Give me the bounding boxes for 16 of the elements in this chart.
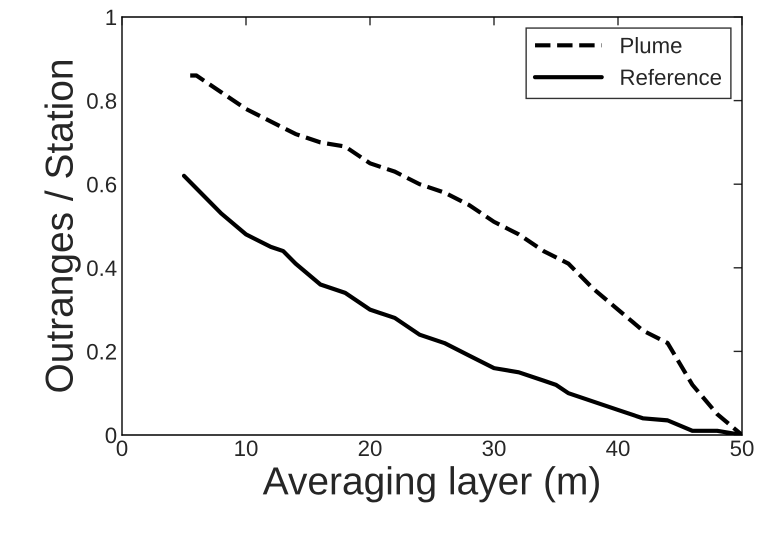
y-axis-title: Outranges / Station bbox=[44, 60, 81, 392]
y-tick-label: 1 bbox=[106, 10, 116, 26]
y-tick-label: 0.8 bbox=[87, 93, 116, 109]
x-tick-label: 50 bbox=[730, 440, 754, 456]
x-tick-label: 30 bbox=[482, 440, 506, 456]
y-tick-label: 0.6 bbox=[87, 176, 116, 192]
x-axis-title: Averaging layer (m) bbox=[262, 466, 599, 502]
x-tick-label: 20 bbox=[358, 440, 382, 456]
y-tick-label: 0.4 bbox=[87, 260, 116, 276]
legend-label: Plume bbox=[621, 37, 682, 54]
x-tick-label: 10 bbox=[235, 440, 258, 456]
x-tick-label: 40 bbox=[606, 440, 630, 456]
x-tick-label: 0 bbox=[116, 440, 128, 456]
y-tick-label: 0 bbox=[106, 428, 116, 444]
legend-label: Reference bbox=[621, 68, 722, 86]
y-tick-label: 0.2 bbox=[87, 344, 116, 360]
